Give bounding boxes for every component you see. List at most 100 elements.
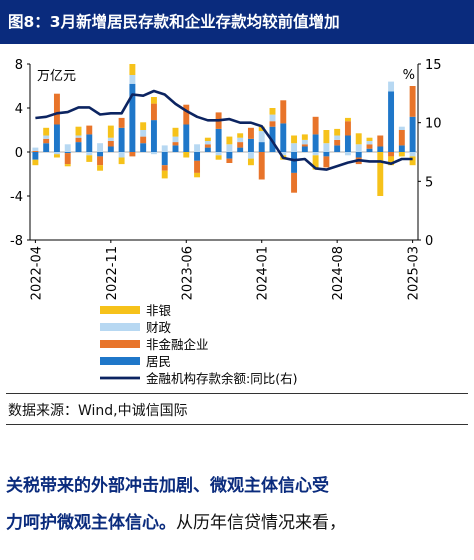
- fiscal-bar: [150, 152, 157, 155]
- non-financial-bar: [150, 103, 157, 121]
- non-financial-bar: [118, 117, 125, 128]
- resident-bar: [32, 152, 39, 160]
- fiscal-bar: [301, 139, 308, 145]
- non-financial-bar: [194, 160, 201, 173]
- fiscal-bar: [43, 135, 50, 139]
- non-bank-bar: [258, 126, 265, 132]
- chart-line: [35, 89, 413, 171]
- non-financial-bar: [312, 116, 319, 135]
- non-bank-bar: [183, 152, 190, 158]
- chart-axes: -8 -4 0 4 8 0 5 10 15 万亿元 % 2022-04 2022-11 2023-06 20…: [10, 58, 442, 300]
- x-tick-label: 2022-11: [105, 246, 120, 300]
- resident-bar: [64, 152, 71, 154]
- fiscal-bar: [291, 143, 298, 152]
- body-paragraph-line-2: 力呵护微观主体信心。从历年信贷情况来看，: [6, 507, 346, 539]
- legend-swatch: [100, 340, 140, 348]
- resident-bar: [43, 143, 50, 152]
- non-financial-bar: [344, 121, 351, 136]
- source-rule-top: [6, 393, 468, 394]
- body-highlight-1: 关税带来的外部冲击加剧、微观主体信心受: [6, 476, 329, 496]
- left-tick-label: 0: [15, 146, 23, 161]
- non-financial-bar: [86, 125, 93, 135]
- legend-swatch: [100, 323, 140, 331]
- right-unit-label: %: [403, 68, 415, 83]
- non-bank-bar: [172, 127, 179, 137]
- non-financial-bar: [226, 158, 233, 163]
- fiscal-bar: [129, 75, 136, 84]
- source-rule-bottom: [6, 424, 468, 425]
- non-financial-bar: [53, 93, 60, 125]
- non-financial-bar: [377, 135, 384, 147]
- non-financial-bar: [398, 130, 405, 146]
- resident-bar: [237, 147, 244, 152]
- non-financial-bar: [140, 136, 147, 144]
- resident-bar: [301, 146, 308, 152]
- x-tick-label: 2023-06: [180, 246, 195, 300]
- fiscal-bar: [388, 81, 395, 92]
- non-bank-bar: [86, 155, 93, 162]
- x-tick-label: 2024-01: [256, 246, 271, 300]
- fiscal-bar: [334, 135, 341, 140]
- legend-label: 居民: [146, 354, 171, 369]
- resident-bar: [140, 143, 147, 152]
- non-financial-bar: [409, 86, 416, 117]
- resident-bar: [226, 152, 233, 159]
- non-bank-bar: [269, 108, 276, 115]
- non-bank-bar: [301, 134, 308, 140]
- non-bank-bar: [215, 155, 222, 160]
- right-tick-label: 15: [425, 58, 442, 73]
- left-tick-label: 4: [15, 102, 23, 117]
- x-tick-label: 2024-08: [331, 246, 346, 300]
- non-bank-bar: [409, 156, 416, 166]
- fiscal-bar: [366, 141, 373, 145]
- deposit-growth-line: [35, 89, 413, 171]
- resident-bar: [194, 152, 201, 161]
- non-financial-bar: [75, 137, 82, 143]
- non-bank-bar: [75, 126, 82, 136]
- fiscal-bar: [204, 141, 211, 145]
- fiscal-bar: [53, 152, 60, 155]
- fiscal-bar: [75, 135, 82, 138]
- resident-bar: [172, 145, 179, 152]
- legend-swatch: [100, 357, 140, 365]
- resident-bar: [86, 134, 93, 152]
- fiscal-bar: [161, 145, 168, 152]
- fiscal-bar: [118, 152, 125, 158]
- non-financial-bar: [97, 156, 104, 166]
- resident-bar: [323, 152, 330, 157]
- non-bank-bar: [53, 154, 60, 158]
- non-financial-bar: [172, 142, 179, 146]
- right-tick-label: 10: [425, 117, 442, 132]
- resident-bar: [366, 148, 373, 152]
- legend-label: 金融机构存款余额:同比(右): [146, 371, 297, 386]
- resident-bar: [161, 152, 168, 166]
- non-bank-bar: [398, 152, 405, 157]
- non-bank-bar: [291, 135, 298, 144]
- non-financial-bar: [280, 100, 287, 124]
- non-financial-bar: [161, 165, 168, 171]
- non-financial-bar: [388, 152, 395, 157]
- non-financial-bar: [43, 138, 50, 144]
- resident-bar: [280, 123, 287, 152]
- fiscal-bar: [409, 152, 416, 157]
- non-bank-bar: [312, 155, 319, 170]
- fiscal-bar: [97, 143, 104, 152]
- non-bank-bar: [247, 158, 254, 166]
- non-bank-bar: [43, 127, 50, 136]
- resident-bar: [377, 146, 384, 152]
- non-financial-bar: [323, 156, 330, 168]
- non-financial-bar: [334, 139, 341, 146]
- resident-bar: [118, 127, 125, 152]
- non-bank-bar: [118, 157, 125, 165]
- resident-bar: [258, 142, 265, 152]
- fiscal-bar: [194, 144, 201, 152]
- non-financial-bar: [64, 153, 71, 165]
- right-tick-label: 0: [425, 234, 433, 249]
- body-paragraph-line-1: 关税带来的外部冲击加剧、微观主体信心受: [6, 470, 329, 502]
- non-bank-bar: [107, 125, 114, 138]
- legend-label: 非金融企业: [146, 337, 209, 352]
- fiscal-bar: [237, 137, 244, 143]
- body-highlight-2: 力呵护微观主体信心。: [6, 513, 176, 533]
- left-unit-label: 万亿元: [37, 69, 76, 84]
